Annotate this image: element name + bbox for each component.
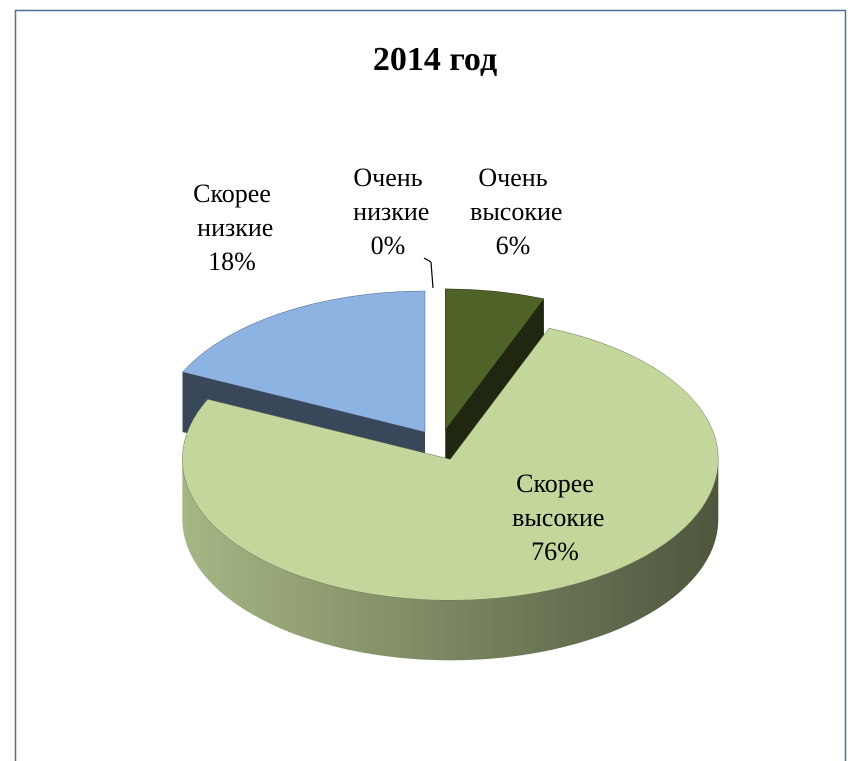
chart-title: 2014 год [373, 41, 497, 78]
slice [444, 288, 545, 431]
chart-frame [14, 9, 847, 761]
slice-category: Очень высокие [464, 163, 563, 226]
slice [182, 327, 719, 601]
slice-value-label: 76% [531, 537, 579, 566]
slice-value-label: 6% [496, 231, 531, 260]
slice-side [182, 459, 719, 661]
slice [182, 290, 426, 433]
leader-line [430, 261, 434, 289]
slice-category: Скорее низкие [191, 179, 274, 242]
slice-value-label: 18% [208, 247, 256, 276]
leader-line [423, 257, 432, 263]
slice-category: Скорее высокие [506, 469, 605, 532]
slice-value-label: 0% [371, 231, 406, 260]
slice-category: Очень низкие [347, 163, 430, 226]
